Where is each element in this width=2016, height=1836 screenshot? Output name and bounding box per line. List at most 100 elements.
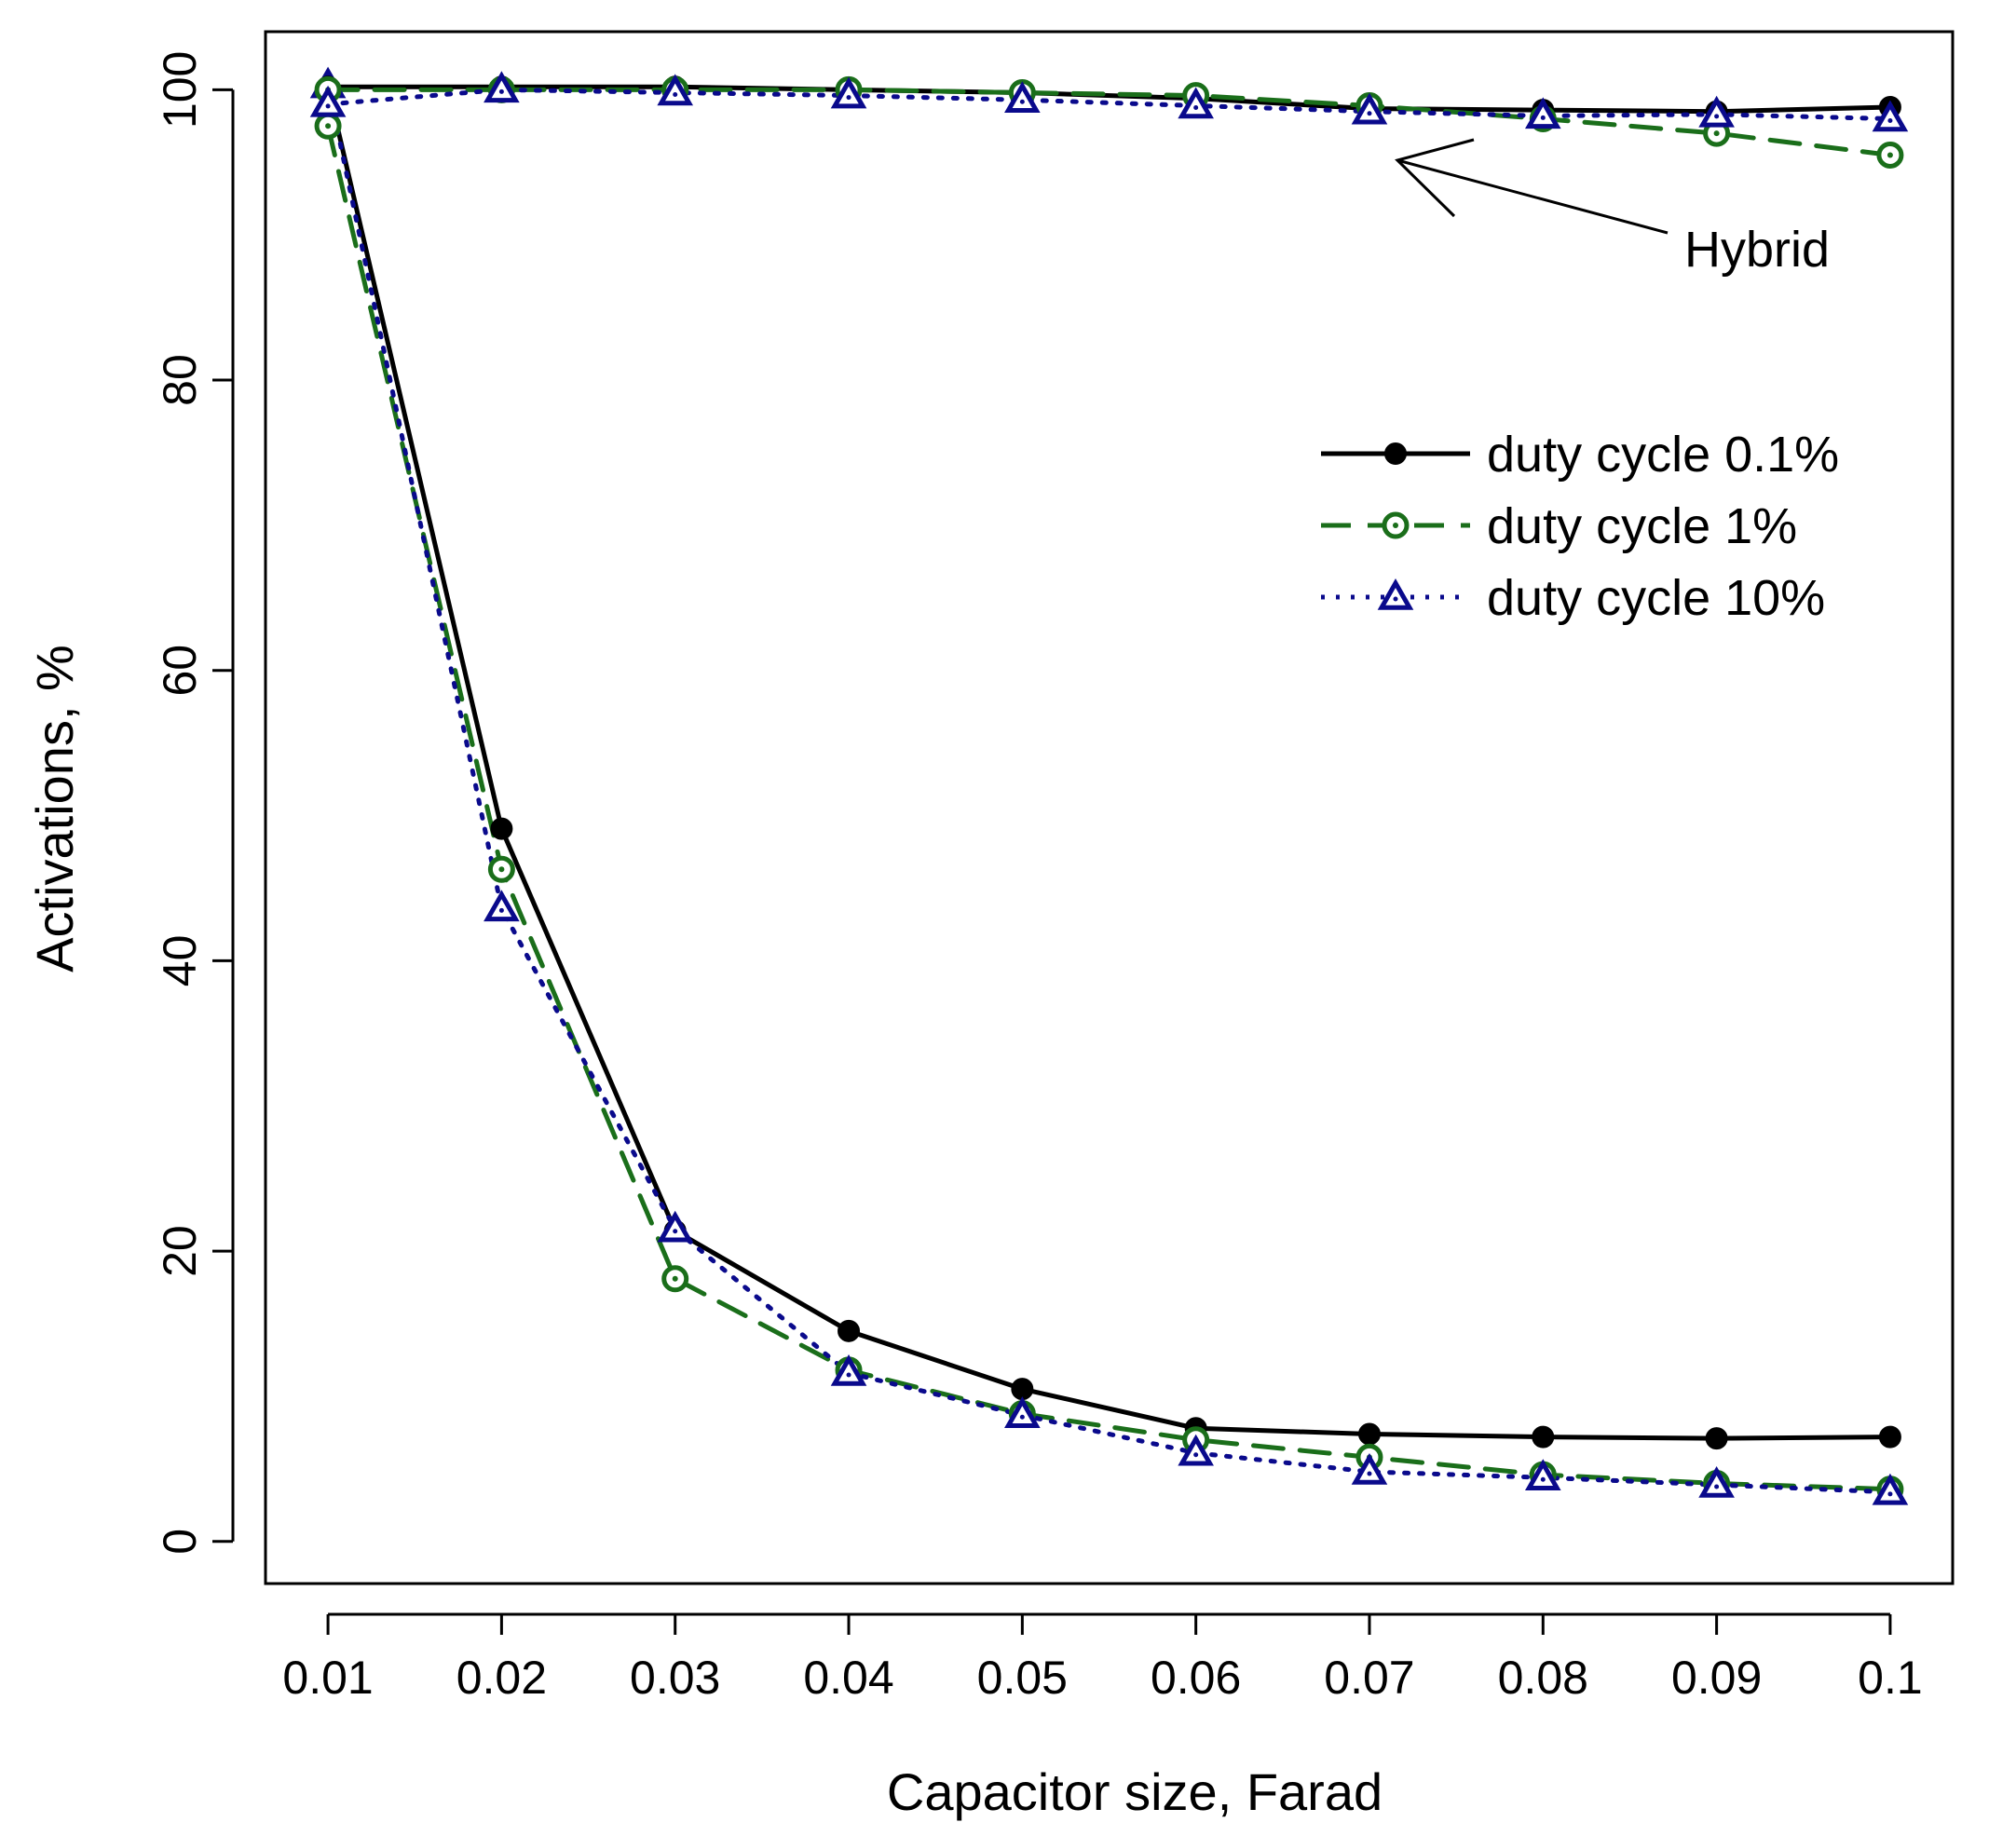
legend: duty cycle 0.1% duty cycle 1% duty cycle… [1321,427,1839,626]
point-standard-duty-cycle-10-0.08-shape [1524,1459,1561,1490]
point-standard-duty-cycle-1-0.01-dot [325,123,332,129]
point-standard-duty-cycle-1-0.03 [661,1265,689,1293]
legend-symbol-duty-cycle-0-1 [1384,442,1407,465]
point-hybrid-duty-cycle-10-0.1-shape [1872,100,1909,132]
point-hybrid-duty-cycle-10-0.04-dot [846,95,851,101]
point-standard-duty-cycle-10-0.1-shape [1872,1473,1909,1505]
point-standard-duty-cycle-0-1-0.04 [838,1319,861,1342]
x-tick-label-0.03: 0.03 [630,1652,720,1704]
point-standard-duty-cycle-10-0.09-dot [1714,1484,1720,1489]
series-line-standard-duty-cycle-10 [325,83,1893,1495]
point-standard-duty-cycle-10-0.1-dot [1887,1491,1893,1497]
legend-symbol-duty-cycle-10-shape [1377,578,1414,610]
annotation-arrowhead [1395,138,1475,218]
point-standard-duty-cycle-10-0.02 [484,890,520,922]
point-standard-duty-cycle-10-0.03-shape [657,1210,694,1243]
point-hybrid-duty-cycle-10-0.06-dot [1193,104,1199,110]
y-tick-label-100: 100 [154,51,206,129]
point-hybrid-duty-cycle-10-0.07 [1351,92,1388,125]
point-standard-duty-cycle-0-1-0.07 [1357,1422,1381,1446]
point-hybrid-duty-cycle-10-0.1-dot [1887,118,1893,124]
point-standard-duty-cycle-0-1-0.02 [490,817,513,840]
x-tick-label-0.04: 0.04 [803,1652,893,1704]
point-standard-duty-cycle-10-0.04 [830,1353,867,1386]
point-standard-duty-cycle-10-0.05 [1004,1396,1041,1428]
point-standard-duty-cycle-10-0.04-shape [830,1353,867,1386]
legend-entry-duty-10: duty cycle 10% [1321,570,1825,626]
point-hybrid-duty-cycle-10-0.03 [657,74,694,106]
point-hybrid-duty-cycle-10-0.09-dot [1714,114,1720,119]
point-standard-duty-cycle-10-0.07-dot [1367,1471,1372,1476]
point-hybrid-duty-cycle-10-0.07-dot [1367,111,1372,116]
point-standard-duty-cycle-10-0.07 [1351,1452,1388,1485]
point-hybrid-duty-cycle-10-0.05 [1004,81,1041,113]
x-tick-label-0.02: 0.02 [456,1652,547,1704]
legend-label-duty-10: duty cycle 10% [1487,570,1825,626]
y-axis: 0 20 40 60 80 100 [154,51,235,1555]
y-tick-label-80: 80 [154,354,206,406]
point-standard-duty-cycle-10-0.05-shape [1004,1396,1041,1428]
series-lines [325,83,1893,1495]
legend-label-duty-1: duty cycle 1% [1487,498,1797,554]
point-hybrid-duty-cycle-10-0.03-dot [673,91,678,97]
point-hybrid-duty-cycle-10-0.08-shape [1524,97,1561,129]
point-hybrid-duty-cycle-1-0.1 [1876,141,1904,169]
series-line-standard-duty-cycle-0-1 [325,84,1893,1441]
point-hybrid-duty-cycle-1-0.09-dot [1713,130,1720,137]
point-standard-duty-cycle-0-1-0.09 [1705,1427,1728,1450]
point-hybrid-duty-cycle-10-0.09 [1698,95,1735,128]
series-markers [309,66,1909,1505]
y-tick-label-0: 0 [154,1529,206,1555]
point-standard-duty-cycle-10-0.06-dot [1193,1452,1199,1458]
point-hybrid-duty-cycle-10-0.08-dot [1540,115,1546,120]
point-standard-duty-cycle-10-0.04-dot [846,1372,851,1378]
point-standard-duty-cycle-10-0.08-dot [1540,1476,1546,1482]
legend-marker-duty-0-1 [1384,442,1407,465]
point-standard-duty-cycle-0-1-0.08 [1532,1425,1555,1448]
x-tick-label-0.06: 0.06 [1151,1652,1241,1704]
x-tick-label-0.01: 0.01 [282,1652,373,1704]
point-standard-duty-cycle-10-0.06 [1178,1434,1214,1466]
point-standard-duty-cycle-1-0.02 [487,855,515,883]
legend-entry-duty-1: duty cycle 1% [1321,498,1797,554]
legend-symbol-duty-cycle-1 [1382,511,1410,539]
point-hybrid-duty-cycle-10-0.07-shape [1351,92,1388,125]
plot-frame [264,30,1955,1585]
point-standard-duty-cycle-10-0.07-shape [1351,1452,1388,1485]
legend-symbol-duty-cycle-10-dot [1393,596,1398,602]
point-hybrid-duty-cycle-10-0.02-dot [498,88,504,94]
point-standard-duty-cycle-10-0.08 [1524,1459,1561,1490]
point-standard-duty-cycle-0-1-0.1 [1878,1425,1901,1448]
x-tick-label-0.07: 0.07 [1324,1652,1414,1704]
point-standard-duty-cycle-10-0.02-shape [484,890,520,922]
legend-entry-duty-0-1: duty cycle 0.1% [1321,427,1839,483]
annotation-label-hybrid: Hybrid [1684,222,1830,278]
y-tick-label-20: 20 [154,1225,206,1277]
point-hybrid-duty-cycle-10-0.02 [484,71,520,103]
hybrid-annotation: Hybrid [1395,138,1830,278]
x-axis-label: Capacitor size, Farad [887,1762,1383,1821]
point-standard-duty-cycle-10-0.09 [1698,1465,1735,1498]
point-hybrid-duty-cycle-10-0.04 [830,76,867,109]
series-line-hybrid-duty-cycle-10 [325,87,1893,122]
point-hybrid-duty-cycle-10-0.1 [1872,100,1909,132]
x-axis: 0.01 0.02 0.03 0.04 0.05 0.06 0.07 0.08 0.09 0.1 [282,1612,1923,1704]
point-standard-duty-cycle-10-0.02-dot [498,907,504,913]
point-hybrid-duty-cycle-10-0.01-dot [325,103,331,109]
point-standard-duty-cycle-0-1-0.05 [1011,1378,1034,1401]
x-tick-label-0.09: 0.09 [1671,1652,1762,1704]
point-standard-duty-cycle-1-0.01 [314,112,342,140]
point-standard-duty-cycle-10-0.05-dot [1019,1414,1025,1420]
point-hybrid-duty-cycle-10-0.03-shape [657,74,694,106]
legend-marker-duty-10 [1377,578,1414,610]
x-tick-label-0.1: 0.1 [1858,1652,1923,1704]
point-standard-duty-cycle-10-0.03-dot [673,1229,678,1234]
point-hybrid-duty-cycle-10-0.09-shape [1698,95,1735,128]
point-hybrid-duty-cycle-1-0.1-dot [1887,152,1893,158]
legend-symbol-duty-cycle-1-dot [1393,523,1398,528]
point-hybrid-duty-cycle-10-0.04-shape [830,76,867,109]
point-hybrid-duty-cycle-10-0.06-shape [1178,87,1214,119]
point-hybrid-duty-cycle-10-0.05-dot [1019,99,1025,104]
y-axis-label: Activations, % [25,645,84,972]
